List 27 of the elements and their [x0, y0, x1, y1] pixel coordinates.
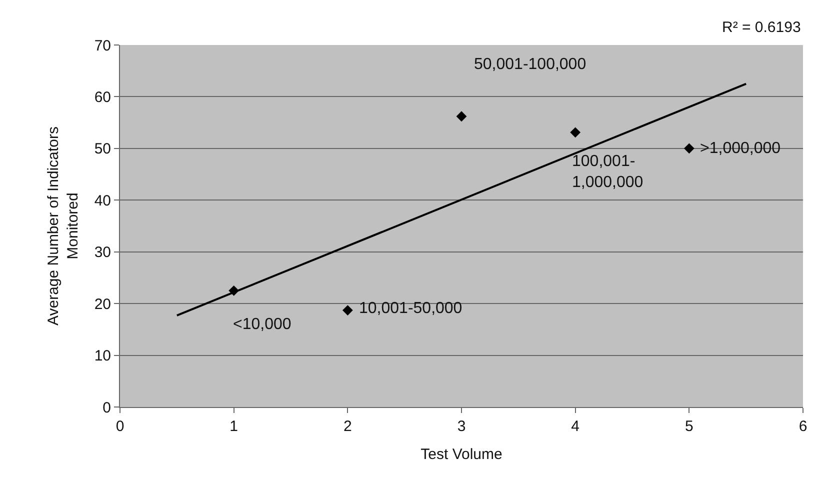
y-axis-title: Average Number of Indicators Monitored: [45, 126, 82, 326]
annotation: 50,001-100,000: [474, 56, 586, 73]
point: [684, 143, 694, 154]
x-tick-label: 2: [344, 418, 352, 435]
annotation: 10,001-50,000: [359, 300, 462, 317]
annotation: <10,000: [233, 316, 292, 333]
point: [570, 127, 581, 138]
x-tick-label: 3: [457, 418, 466, 435]
x-tick-label: 1: [230, 418, 238, 435]
point: [342, 305, 353, 316]
x-tick-label: 5: [685, 418, 694, 435]
y-tick-label: 10: [94, 348, 111, 365]
y-tick-label: 30: [94, 244, 111, 262]
text: R² = 0.6193: [722, 19, 801, 36]
x-axis-title: Test Volume: [420, 446, 502, 463]
y-tick-label: 70: [94, 37, 111, 54]
x-tick-label: 4: [571, 418, 580, 435]
y-tick-label: 50: [94, 140, 111, 158]
annotation: >1,000,000: [700, 140, 781, 157]
y-tick-label: 0: [102, 399, 111, 416]
x-tick-label: 6: [798, 418, 808, 435]
y-tick-label: 60: [94, 88, 111, 106]
y-tick-label: 40: [94, 192, 111, 210]
x-tick-label: 0: [116, 418, 124, 435]
annotation: 100,001- 1,000,000: [572, 153, 644, 191]
y-tick-label: 20: [94, 296, 111, 313]
point: [456, 111, 467, 122]
